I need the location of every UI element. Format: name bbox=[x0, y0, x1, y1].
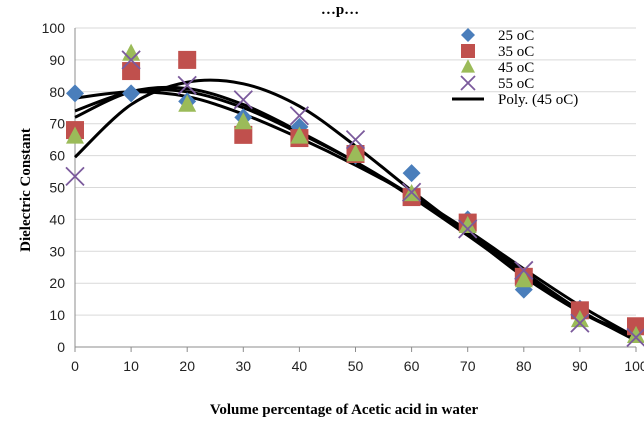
point-triangle-80 bbox=[514, 270, 533, 288]
point-square-20 bbox=[178, 50, 197, 69]
y-tick-label-40: 40 bbox=[49, 211, 65, 227]
point-x-60 bbox=[401, 182, 422, 202]
point-triangle-70 bbox=[458, 215, 477, 233]
point-x-100-b bbox=[626, 328, 644, 348]
point-x-70-b bbox=[458, 219, 478, 239]
chart-title: …p… bbox=[321, 2, 359, 18]
y-tick-label-80: 80 bbox=[49, 84, 65, 100]
legend-label-1: 25 oC bbox=[498, 28, 534, 44]
y-tick-label-100: 100 bbox=[42, 20, 66, 36]
y-tick-label-20: 20 bbox=[49, 275, 65, 291]
point-triangle-50 bbox=[346, 144, 365, 162]
legend-marker-4 bbox=[460, 75, 476, 91]
point-square-100 bbox=[627, 317, 644, 336]
point-x-100 bbox=[626, 327, 644, 348]
point-square-30 bbox=[234, 125, 253, 144]
legend-marker-1 bbox=[461, 28, 475, 42]
point-x-40-b bbox=[289, 106, 310, 126]
y-tick-label-0: 0 bbox=[57, 339, 65, 355]
legend-marker-3 bbox=[461, 59, 475, 73]
y-axis-title: Dielectric Constant bbox=[18, 128, 34, 252]
x-tick-label-100: 100 bbox=[624, 358, 644, 374]
x-tick-label-10: 10 bbox=[123, 358, 139, 374]
point-x-10-b bbox=[121, 50, 141, 70]
point-triangle-0 bbox=[66, 126, 84, 144]
x-tick-label-50: 50 bbox=[348, 358, 364, 374]
point-diamond-10 bbox=[122, 84, 141, 103]
point-triangle-40 bbox=[290, 126, 309, 144]
point-triangle-30 bbox=[234, 112, 253, 130]
trendline-2 bbox=[74, 88, 637, 342]
legend-label-3: 45 oC bbox=[498, 60, 534, 76]
trendline-3 bbox=[74, 85, 637, 338]
legend-label-2: 35 oC bbox=[498, 44, 534, 60]
point-x-20-b bbox=[177, 75, 197, 96]
y-tick-label-10: 10 bbox=[49, 307, 65, 323]
legend-marker-4-b bbox=[460, 75, 476, 91]
point-x-10 bbox=[121, 50, 141, 70]
point-x-70 bbox=[458, 219, 478, 239]
point-x-0-b bbox=[65, 166, 85, 186]
point-square-10 bbox=[122, 62, 141, 81]
point-x-40 bbox=[289, 106, 310, 126]
x-tick-label-30: 30 bbox=[236, 358, 252, 374]
x-tick-label-90: 90 bbox=[572, 358, 588, 374]
point-x-90 bbox=[570, 313, 590, 333]
point-x-60-b bbox=[401, 182, 422, 202]
point-triangle-100 bbox=[627, 325, 644, 344]
point-x-30-b bbox=[233, 90, 253, 110]
point-x-80 bbox=[514, 260, 534, 281]
point-triangle-90 bbox=[570, 309, 589, 328]
marker-layer bbox=[65, 43, 644, 348]
point-x-50 bbox=[345, 130, 366, 150]
point-x-20 bbox=[177, 75, 197, 96]
legend-label-trendline: Poly. (45 oC) bbox=[498, 92, 578, 108]
y-tick-label-90: 90 bbox=[49, 52, 65, 68]
point-x-80-b bbox=[514, 260, 534, 281]
trendline-4 bbox=[73, 78, 637, 341]
y-tick-label-60: 60 bbox=[49, 148, 65, 164]
point-triangle-20 bbox=[178, 94, 197, 112]
x-tick-label-40: 40 bbox=[292, 358, 308, 374]
point-x-0 bbox=[65, 166, 85, 186]
point-x-50-b bbox=[345, 130, 366, 150]
point-x-30 bbox=[233, 90, 253, 110]
axis-layer: 0 10 20 30 40 50 60 70 80 90 100 0 10 20 30 40 50 60 70 80 9… bbox=[42, 20, 644, 374]
x-tick-label-80: 80 bbox=[516, 358, 532, 374]
y-tick-label-30: 30 bbox=[49, 243, 65, 259]
x-tick-label-70: 70 bbox=[460, 358, 476, 374]
x-tick-label-60: 60 bbox=[404, 358, 420, 374]
x-tick-label-0: 0 bbox=[71, 358, 79, 374]
trendline-layer bbox=[73, 78, 637, 342]
point-triangle-10 bbox=[122, 43, 141, 61]
x-axis-title: Volume percentage of Acetic acid in wate… bbox=[210, 402, 479, 418]
x-tick-label-20: 20 bbox=[179, 358, 195, 374]
legend-label-4: 55 oC bbox=[498, 76, 534, 92]
trendline-1 bbox=[74, 90, 637, 339]
y-tick-label-70: 70 bbox=[49, 116, 65, 132]
point-diamond-0 bbox=[66, 84, 84, 103]
grid-layer bbox=[75, 27, 636, 316]
legend-marker-2 bbox=[461, 44, 475, 58]
y-tick-label-50: 50 bbox=[49, 180, 65, 196]
point-x-90-b bbox=[570, 313, 590, 333]
point-diamond-60 bbox=[402, 164, 421, 183]
